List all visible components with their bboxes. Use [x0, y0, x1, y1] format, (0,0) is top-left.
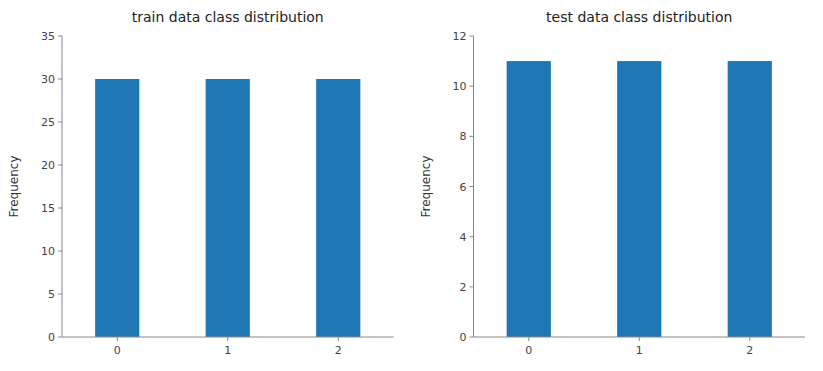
x-tick: [117, 337, 118, 341]
y-tick-label: 15: [41, 202, 55, 215]
y-tick: [58, 79, 62, 80]
y-tick: [58, 337, 62, 338]
y-tick: [58, 251, 62, 252]
y-tick-label: 20: [41, 159, 55, 172]
y-tick: [58, 122, 62, 123]
x-tick: [749, 337, 750, 341]
title: train data class distribution: [132, 9, 324, 25]
bar: [507, 61, 551, 337]
y-tick: [58, 36, 62, 37]
y-tick-label: 5: [48, 288, 55, 301]
y-tick: [58, 294, 62, 295]
bar: [206, 79, 250, 337]
x-tick-label: 1: [224, 344, 231, 357]
x-tick-label: 2: [335, 344, 342, 357]
y-tick-label: 0: [48, 331, 55, 344]
bar: [95, 79, 139, 337]
y-axis-label: Frequency: [419, 156, 433, 218]
y-tick: [470, 337, 474, 338]
y-tick-label: 10: [453, 80, 467, 93]
x-tick: [528, 337, 529, 341]
bar: [617, 61, 661, 337]
y-tick-label: 2: [460, 281, 467, 294]
chart-container: train data class distribution05101520253…: [0, 0, 823, 371]
y-tick-label: 12: [453, 30, 467, 43]
y-tick-label: 4: [460, 231, 467, 244]
panel: test data class distribution024681012Fre…: [419, 9, 806, 357]
y-tick: [58, 165, 62, 166]
bar: [316, 79, 360, 337]
x-tick: [227, 337, 228, 341]
title: test data class distribution: [546, 9, 732, 25]
y-tick-label: 10: [41, 245, 55, 258]
chart-svg: train data class distribution05101520253…: [0, 0, 823, 371]
bar: [728, 61, 772, 337]
y-tick-label: 8: [460, 130, 467, 143]
bars: [507, 61, 772, 337]
y-axis-line: [62, 36, 63, 337]
y-axis-line: [473, 36, 474, 337]
y-tick: [470, 186, 474, 187]
y-tick: [470, 236, 474, 237]
y-tick-label: 0: [460, 331, 467, 344]
y-tick: [470, 136, 474, 137]
y-tick-label: 6: [460, 181, 467, 194]
x-tick: [639, 337, 640, 341]
x-tick-label: 2: [746, 344, 753, 357]
x-tick-label: 1: [636, 344, 643, 357]
y-axis-label: Frequency: [7, 156, 21, 218]
y-tick: [58, 208, 62, 209]
y-tick: [470, 286, 474, 287]
y-tick: [470, 86, 474, 87]
bars: [95, 79, 360, 337]
panel: train data class distribution05101520253…: [7, 9, 394, 357]
y-tick-label: 35: [41, 30, 55, 43]
x-tick-label: 0: [114, 344, 121, 357]
x-tick-label: 0: [525, 344, 532, 357]
y-tick-label: 30: [41, 73, 55, 86]
x-tick: [338, 337, 339, 341]
y-tick-label: 25: [41, 116, 55, 129]
y-tick: [470, 36, 474, 37]
